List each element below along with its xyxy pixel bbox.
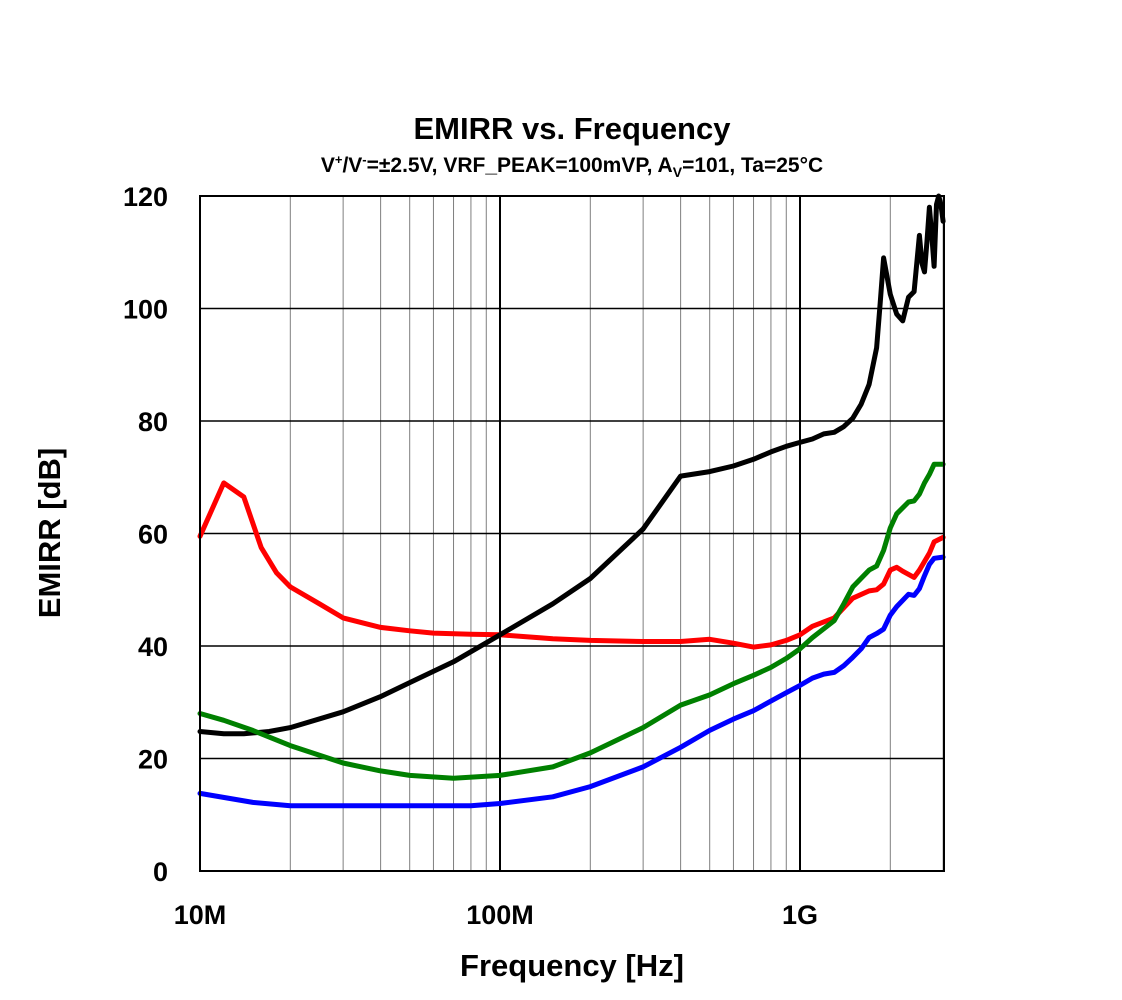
series-line-3 xyxy=(197,554,946,809)
x-tick-label-2: 1G xyxy=(782,900,818,930)
subtitle-sub1: V xyxy=(673,164,683,180)
x-axis-label: Frequency [Hz] xyxy=(460,948,684,983)
x-tick-label-0: 10M xyxy=(174,900,227,930)
plot-frame xyxy=(199,195,945,872)
y-tick-label-5: 100 xyxy=(123,295,168,325)
subtitle-sup1: + xyxy=(335,152,343,167)
data-series xyxy=(197,193,946,809)
y-tick-label-4: 80 xyxy=(138,407,168,437)
series-line-2 xyxy=(197,461,946,781)
subtitle-part3: =±2.5V, VRF_PEAK=100mVP, A xyxy=(367,154,673,177)
y-tick-label-0: 0 xyxy=(153,857,168,887)
y-axis-label: EMIRR [dB] xyxy=(32,448,67,618)
y-tick-label-6: 120 xyxy=(123,182,168,212)
y-tick-label-3: 60 xyxy=(138,520,168,550)
x-tick-labels: 10M 100M 1G xyxy=(174,900,818,930)
subtitle-part2: /V xyxy=(342,154,362,177)
y-tick-label-1: 20 xyxy=(138,745,168,775)
x-tick-label-1: 100M xyxy=(466,900,534,930)
series-line-1 xyxy=(197,193,946,737)
chart-subtitle: V+/V-=±2.5V, VRF_PEAK=100mVP, AV=101, Ta… xyxy=(321,152,823,180)
major-gridlines xyxy=(199,195,944,872)
chart-title: EMIRR vs. Frequency xyxy=(414,111,732,146)
subtitle-sup2: - xyxy=(362,152,366,167)
y-tick-label-2: 40 xyxy=(138,632,168,662)
subtitle-part4: =101, Ta=25°C xyxy=(682,154,823,177)
series-line-0 xyxy=(197,480,946,650)
subtitle-part1: V xyxy=(321,154,335,177)
y-tick-labels: 0 20 40 60 80 100 120 xyxy=(123,182,168,887)
